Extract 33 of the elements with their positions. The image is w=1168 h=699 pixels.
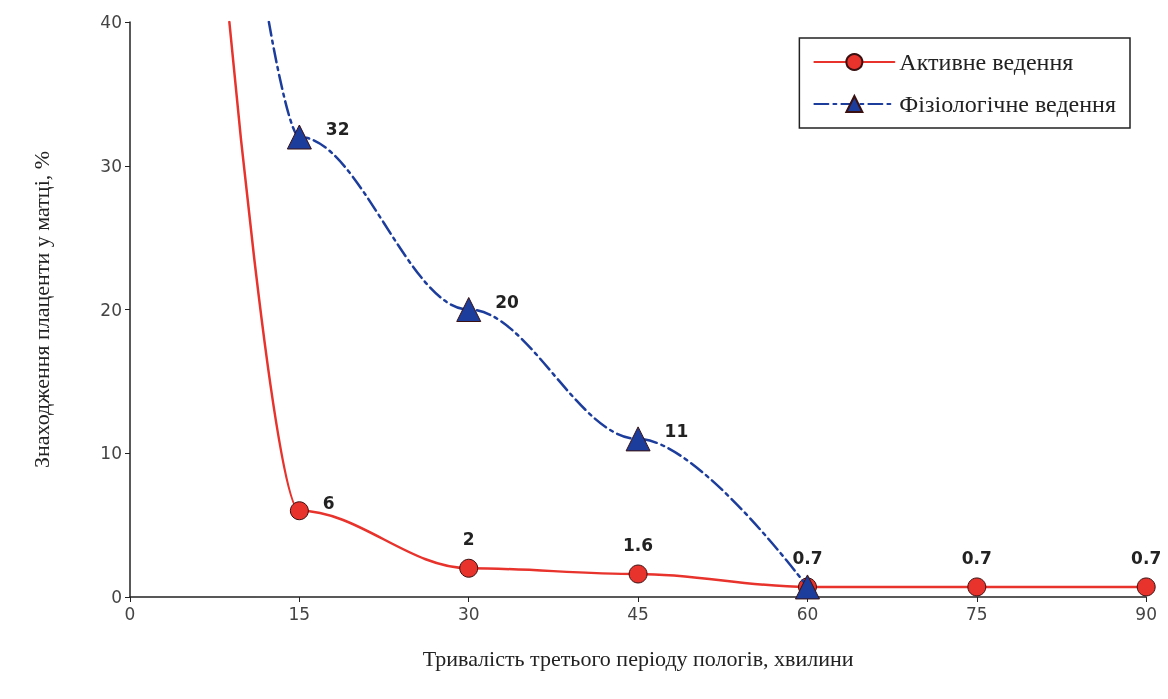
y-tick-label: 10	[100, 443, 122, 464]
y-tick-label: 0	[111, 587, 122, 607]
legend-label: Фізіологічне ведення	[899, 91, 1117, 117]
point	[1136, 577, 1156, 597]
point	[459, 558, 479, 578]
y-tick-label: 30	[100, 155, 122, 176]
data-label: 0.7	[792, 547, 823, 568]
point	[289, 501, 309, 521]
x-tick-label: 0	[124, 603, 136, 624]
data-label: 20	[495, 291, 520, 312]
y-tick-label: 20	[100, 299, 122, 320]
data-label: 32	[325, 119, 350, 139]
legend-label: Активне ведення	[899, 49, 1074, 75]
data-label: 0.7	[1131, 547, 1162, 568]
point	[456, 297, 482, 322]
point	[625, 426, 651, 452]
point	[628, 564, 648, 584]
x-tick-label: 30	[457, 603, 480, 624]
x-tick-label: 15	[288, 603, 311, 624]
data-label: 2	[462, 529, 475, 550]
data-label: 11	[664, 420, 689, 441]
x-axis-title: Тривалість третього періоду пологів, хвилини	[422, 645, 854, 671]
y-tick-label: 40	[100, 12, 122, 32]
point	[286, 124, 312, 150]
y-axis-title: Знаходження плаценти у матці, %	[28, 150, 54, 469]
data-label: 6	[322, 492, 335, 513]
x-tick-label: 75	[966, 603, 988, 624]
data-label: 1.6	[623, 535, 654, 555]
x-tick-label: 90	[1135, 603, 1157, 624]
x-tick-label: 60	[796, 603, 819, 624]
x-tick-label: 45	[627, 603, 649, 624]
point	[967, 577, 987, 597]
data-label: 0.7	[961, 547, 992, 568]
